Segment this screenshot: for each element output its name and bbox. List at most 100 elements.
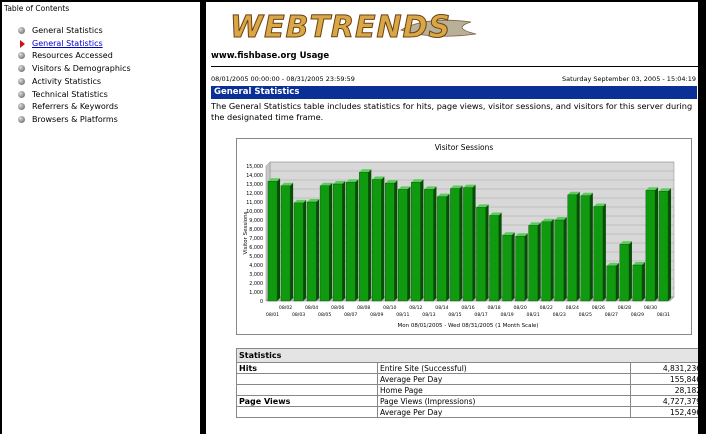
toc-item[interactable]: General Statistics bbox=[32, 38, 103, 48]
toc-item[interactable]: Activity Statistics bbox=[32, 76, 102, 86]
bar-top bbox=[463, 184, 476, 188]
bar-top bbox=[528, 222, 541, 226]
bar-top bbox=[619, 241, 632, 245]
toc-item[interactable]: Referrers & Keywords bbox=[32, 102, 119, 112]
y-tick-label: 12,000 bbox=[246, 191, 263, 197]
table-title: Statistics bbox=[236, 348, 698, 363]
bar bbox=[645, 190, 656, 302]
x-tick-label: 08/07 bbox=[344, 312, 357, 318]
bar-side bbox=[576, 191, 580, 301]
bar-top bbox=[489, 212, 502, 216]
y-tick-label: 4,000 bbox=[249, 263, 263, 269]
x-axis-label: Mon 08/01/2005 - Wed 08/31/2005 (1 Month… bbox=[397, 323, 538, 329]
x-tick-label: 08/05 bbox=[318, 312, 331, 318]
y-tick-label: 9,000 bbox=[249, 218, 263, 224]
bar-side bbox=[563, 217, 567, 301]
bar bbox=[267, 181, 278, 302]
bar-top bbox=[554, 217, 567, 220]
bar-side bbox=[550, 218, 554, 301]
x-tick-label: 08/13 bbox=[422, 312, 435, 318]
bar-side bbox=[355, 179, 359, 301]
x-tick-label: 08/22 bbox=[540, 305, 553, 311]
y-tick-label: 5,000 bbox=[249, 254, 263, 260]
x-tick-label: 08/06 bbox=[331, 305, 344, 311]
table-row: Average Per Day 155,846 bbox=[236, 373, 698, 385]
stats-table: Statistics Hits Entire Site (Successful) 4… bbox=[236, 348, 698, 418]
bar-top bbox=[294, 199, 307, 203]
bar-top bbox=[658, 188, 672, 192]
y-tick-label: 8,000 bbox=[249, 227, 263, 233]
bar-side bbox=[277, 178, 281, 301]
bar-side bbox=[602, 203, 606, 301]
logo-text: WEBTRENDS bbox=[230, 10, 451, 44]
bar-side bbox=[316, 199, 320, 301]
bar bbox=[411, 182, 421, 302]
bar bbox=[332, 183, 343, 302]
x-tick-label: 08/28 bbox=[618, 305, 631, 311]
toc-item[interactable]: Visitors & Demographics bbox=[32, 64, 131, 74]
x-tick-label: 08/15 bbox=[448, 312, 461, 318]
bar bbox=[398, 189, 408, 302]
bar-top bbox=[359, 169, 372, 173]
x-tick-label: 08/17 bbox=[474, 312, 487, 318]
bar-side bbox=[381, 176, 385, 301]
x-tick-label: 08/29 bbox=[631, 312, 644, 318]
logo-swoosh bbox=[400, 19, 477, 37]
logo: WEBTRENDS bbox=[230, 10, 477, 44]
bar-side bbox=[290, 182, 294, 301]
bar-top bbox=[476, 204, 489, 208]
bar bbox=[554, 219, 564, 302]
y-tick-label: 11,000 bbox=[246, 200, 263, 206]
x-tick-label: 08/04 bbox=[305, 305, 318, 311]
generated-time: Saturday September 03, 2005 - 15:04:19 bbox=[562, 75, 696, 83]
toc-item[interactable]: Technical Statistics bbox=[32, 89, 108, 99]
toc-bullet bbox=[18, 65, 25, 73]
bar-top bbox=[593, 203, 606, 207]
bar-top bbox=[411, 179, 424, 183]
y-tick-label: 0 bbox=[260, 299, 263, 305]
x-tick-label: 08/02 bbox=[279, 305, 292, 311]
bar bbox=[580, 195, 591, 302]
bar bbox=[502, 235, 512, 302]
bar-top bbox=[320, 182, 333, 186]
bar-side bbox=[615, 262, 619, 301]
bar-top bbox=[645, 187, 659, 191]
y-tick-label: 6,000 bbox=[249, 245, 263, 251]
y-tick-label: 2,000 bbox=[249, 281, 263, 287]
table-row: Hits Entire Site (Successful) 4,831,236 bbox=[236, 362, 698, 374]
row-label: Average Per Day bbox=[377, 373, 631, 385]
bar bbox=[606, 265, 617, 302]
bar-top bbox=[424, 186, 437, 190]
bar bbox=[450, 188, 460, 302]
x-tick-label: 08/09 bbox=[370, 312, 383, 318]
bar bbox=[619, 244, 630, 302]
bar-top bbox=[333, 181, 346, 184]
bar-side bbox=[628, 241, 632, 301]
toc-item[interactable]: Browsers & Platforms bbox=[32, 114, 118, 124]
x-tick-label: 08/14 bbox=[435, 305, 448, 311]
bar-top bbox=[450, 185, 463, 189]
toc-title: Table of Contents bbox=[4, 4, 70, 13]
y-tick-label: 7,000 bbox=[249, 236, 263, 242]
bar-side bbox=[329, 182, 333, 301]
bar-side bbox=[537, 222, 541, 301]
table-row: Average Per Day 152,496 bbox=[236, 406, 698, 418]
bar bbox=[658, 191, 669, 302]
x-tick-label: 08/08 bbox=[357, 305, 370, 311]
row-label: Home Page bbox=[377, 384, 631, 396]
section-bar: General Statistics bbox=[211, 86, 697, 99]
toc-bullet bbox=[18, 90, 25, 98]
bar-side bbox=[303, 199, 307, 301]
bar bbox=[528, 225, 538, 302]
toc-item[interactable]: General Statistics bbox=[32, 26, 103, 35]
bar bbox=[541, 221, 551, 302]
row-label: Page Views (Impressions) bbox=[377, 395, 631, 407]
bar-top bbox=[515, 233, 528, 237]
bar-side bbox=[524, 233, 528, 301]
bar-top bbox=[437, 193, 450, 197]
x-tick-label: 08/03 bbox=[292, 312, 305, 318]
toc-item[interactable]: Resources Accessed bbox=[32, 51, 113, 61]
active-arrow bbox=[20, 39, 25, 48]
bar-top bbox=[267, 178, 281, 182]
y-tick-label: 14,000 bbox=[246, 173, 263, 179]
